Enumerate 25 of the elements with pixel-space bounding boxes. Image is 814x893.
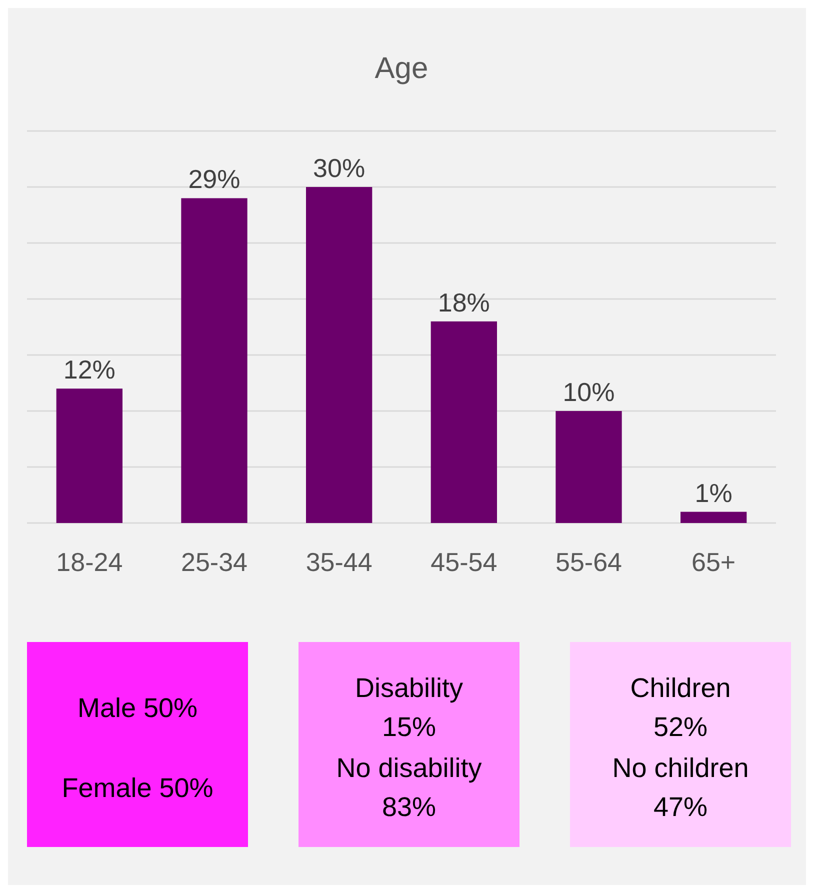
data-label: 29% [188, 164, 240, 194]
text: Disability 15% [354, 673, 464, 742]
chart-title: Age [374, 52, 428, 85]
data-label: 1% [694, 478, 732, 508]
x-tick-label: 35-44 [306, 547, 372, 577]
text: No disability 83% [336, 753, 482, 822]
bar [181, 198, 248, 523]
x-tick-label: 18-24 [56, 547, 123, 577]
data-label: 10% [562, 377, 615, 407]
x-tick-label: 55-64 [556, 547, 622, 577]
bar [680, 512, 747, 523]
data-label: 18% [438, 287, 490, 318]
bar [56, 388, 122, 523]
text: Female 50% [62, 773, 214, 803]
text: Children 52% [630, 673, 731, 742]
x-tick-label: 25-34 [181, 547, 248, 577]
bar [306, 187, 372, 523]
data-label: 12% [63, 354, 116, 385]
text: No children 47% [612, 753, 749, 822]
bar [556, 411, 622, 523]
x-tick-label: 65+ [692, 547, 736, 577]
text: Male 50% [77, 693, 198, 723]
x-tick-label: 45-54 [430, 547, 498, 577]
data-label: 30% [313, 153, 366, 183]
bar [430, 321, 497, 523]
